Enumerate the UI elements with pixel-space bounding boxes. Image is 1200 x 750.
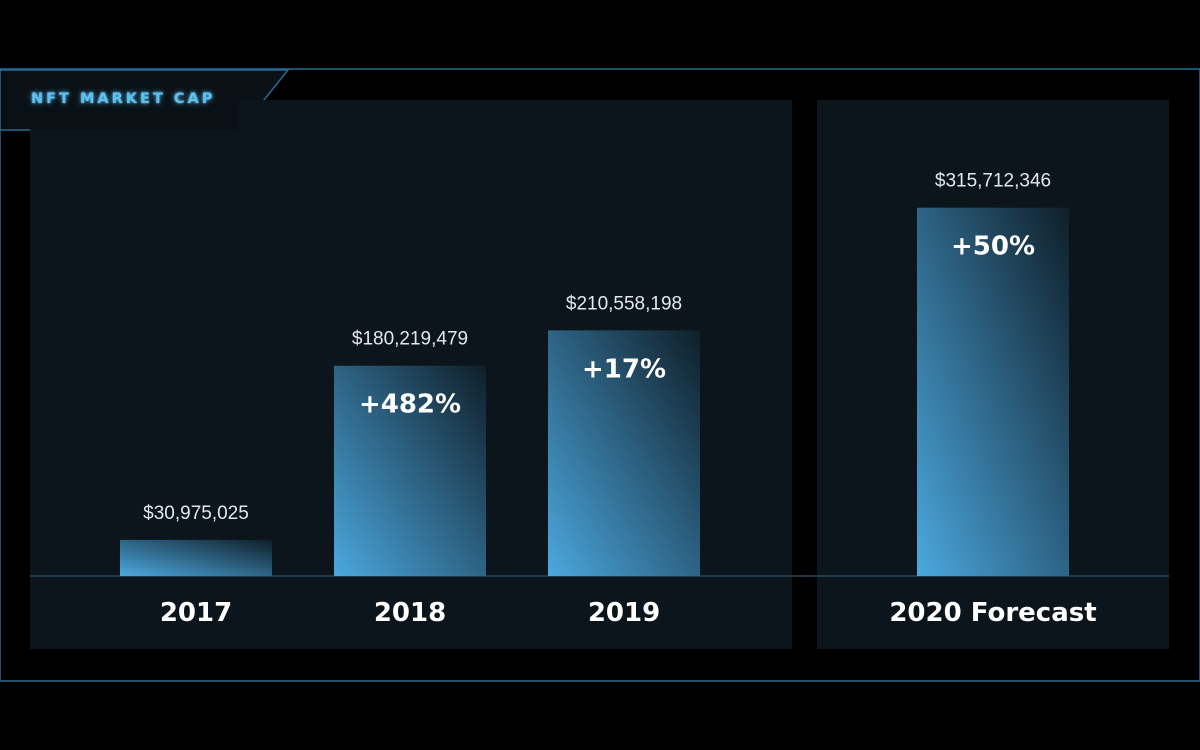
title-tab-fill [1, 71, 239, 129]
bar-2017 [120, 539, 272, 576]
growth-label: +50% [951, 232, 1035, 262]
growth-label: +482% [359, 390, 461, 420]
category-label: 2017 [160, 598, 232, 628]
category-label: 2018 [374, 598, 446, 628]
value-label: $30,975,025 [143, 503, 249, 524]
frame-border [0, 68, 1200, 682]
value-label: $210,558,198 [566, 293, 682, 314]
category-label: 2019 [588, 598, 660, 628]
category-label: 2020 Forecast [889, 598, 1096, 628]
value-label: $315,712,346 [935, 171, 1051, 192]
value-label: $180,219,479 [352, 329, 468, 350]
chart-title: NFT MARKET CAP [31, 91, 216, 107]
bar-2020-forecast [917, 207, 1069, 576]
growth-label: +17% [582, 354, 666, 384]
bar-2018 [334, 365, 486, 576]
bar-2019 [548, 330, 700, 576]
